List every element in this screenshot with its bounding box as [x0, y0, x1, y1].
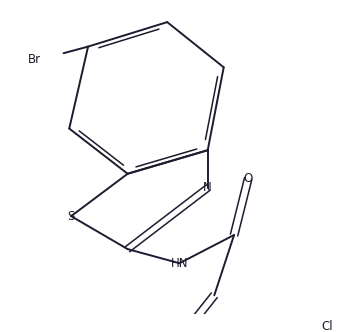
Text: Br: Br: [28, 53, 41, 66]
Text: S: S: [68, 209, 75, 223]
Text: HN: HN: [171, 257, 188, 270]
Text: Cl: Cl: [322, 320, 333, 332]
Text: N: N: [203, 181, 212, 194]
Text: O: O: [244, 172, 253, 185]
